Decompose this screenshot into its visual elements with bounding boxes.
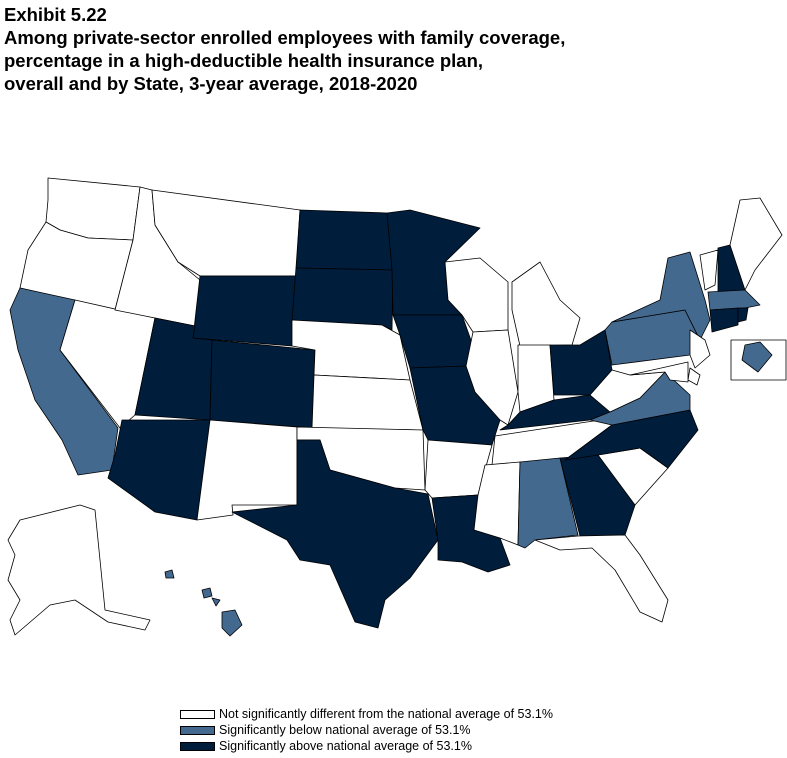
state-MA bbox=[707, 289, 761, 311]
legend-swatch-below bbox=[180, 725, 215, 735]
legend-item-below: Significantly below national average of … bbox=[180, 722, 553, 738]
state-AZ bbox=[107, 419, 211, 521]
state-NJ bbox=[689, 329, 711, 369]
state-TX bbox=[231, 439, 439, 629]
chart-title: Exhibit 5.22 Among private-sector enroll… bbox=[4, 3, 774, 95]
state-MI bbox=[511, 261, 581, 347]
state-DE bbox=[687, 367, 701, 386]
exhibit-label: Exhibit 5.22 bbox=[4, 4, 107, 25]
state-RI bbox=[737, 307, 749, 323]
state-DC bbox=[741, 341, 773, 373]
state-NY bbox=[611, 251, 711, 341]
state-KS bbox=[311, 374, 424, 431]
legend-swatch-not-different bbox=[180, 709, 215, 719]
state-VT bbox=[699, 249, 719, 291]
state-MD bbox=[629, 361, 689, 383]
state-FL bbox=[534, 534, 669, 623]
legend-item-not-different: Not significantly different from the nat… bbox=[180, 706, 553, 722]
state-HI bbox=[164, 569, 243, 637]
legend-label-not-different: Not significantly different from the nat… bbox=[219, 707, 553, 721]
title-line-3: overall and by State, 3-year average, 20… bbox=[4, 73, 418, 94]
state-CT bbox=[709, 307, 739, 333]
state-IL bbox=[465, 329, 519, 426]
state-ND bbox=[295, 209, 394, 271]
state-CO bbox=[209, 339, 316, 429]
state-AK bbox=[7, 504, 151, 636]
state-WY bbox=[192, 275, 297, 347]
legend-label-above: Significantly above national average of … bbox=[219, 739, 472, 753]
legend-swatch-above bbox=[180, 741, 215, 751]
title-line-1: Among private-sector enrolled employees … bbox=[4, 27, 566, 48]
state-NM bbox=[196, 419, 298, 521]
title-line-2: percentage in a high-deductible health i… bbox=[4, 50, 484, 71]
legend-item-above: Significantly above national average of … bbox=[180, 738, 553, 754]
legend-label-below: Significantly below national average of … bbox=[219, 723, 471, 737]
legend: Not significantly different from the nat… bbox=[180, 706, 553, 754]
